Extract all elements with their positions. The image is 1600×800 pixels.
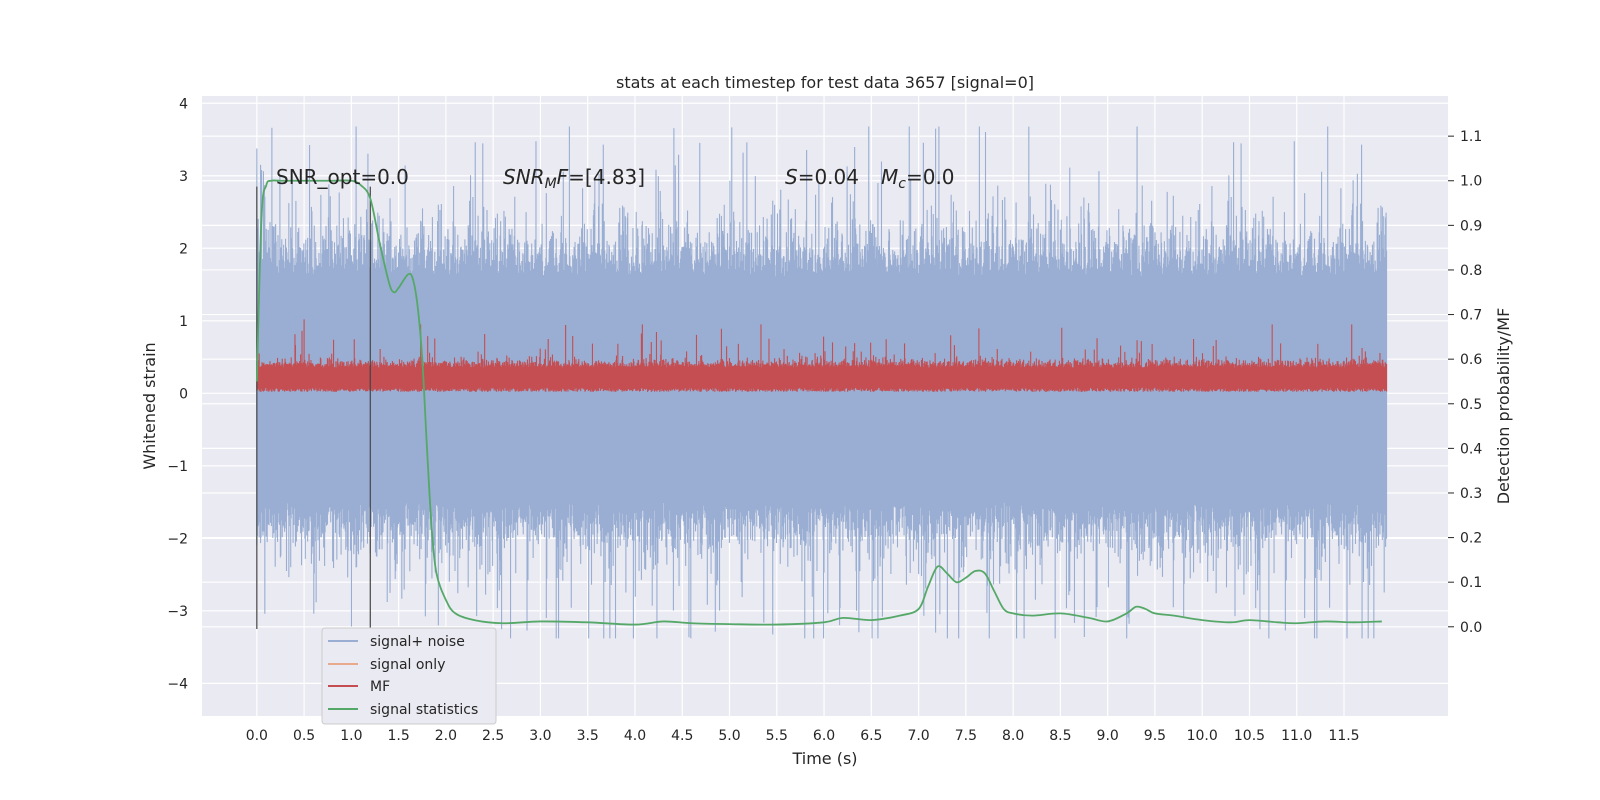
y2-tick-label: 0.7 [1460, 308, 1482, 324]
x-tick-label: 2.0 [435, 728, 457, 744]
x-tick-label: 9.5 [1144, 728, 1166, 744]
y2-tick-label: 0.3 [1460, 486, 1482, 502]
legend-label-signal-only: signal only [370, 657, 445, 673]
x-tick-label: 2.5 [482, 728, 504, 744]
s-value: =0.04 [798, 165, 859, 189]
y-tick-label: 1 [179, 314, 188, 330]
x-tick-label: 1.0 [340, 728, 362, 744]
y2-tick-label: 0.4 [1460, 441, 1482, 457]
x-tick-label: 3.5 [577, 728, 599, 744]
legend-label-signal-noise: signal+ noise [370, 634, 465, 650]
x-tick-label: 7.5 [955, 728, 977, 744]
x-tick-label: 6.0 [813, 728, 835, 744]
chart-title: stats at each timestep for test data 365… [616, 73, 1034, 92]
annotation-snr-opt: SNR_opt=0.0 [276, 165, 409, 189]
x-tick-label: 5.5 [766, 728, 788, 744]
snr-mf-var: SNR [503, 165, 545, 189]
x-tick-label: 0.5 [293, 728, 315, 744]
x-tick-label: 10.0 [1187, 728, 1218, 744]
legend-label-signal-statistics: signal statistics [370, 702, 478, 718]
x-axis-label: Time (s) [791, 749, 857, 768]
y-tick-label: 4 [179, 96, 188, 112]
y2-axis-label: Detection probability/MF [1494, 308, 1513, 505]
x-axis-ticks: 0.0 0.5 1.0 1.5 2.0 2.5 3.0 3.5 4.0 4.5 5.0 5.5 6.0 6… [246, 728, 1360, 744]
y2-tick-label: 0.6 [1460, 352, 1482, 368]
x-tick-label: 4.0 [624, 728, 646, 744]
annotation-snr-mf: SNRMF=[4.83] [503, 165, 645, 192]
mc-var: M [881, 165, 898, 189]
annotation-s: S=0.04 [785, 165, 859, 189]
y2-tick-label: 1.0 [1460, 174, 1482, 190]
y-axis-ticks: 4 3 2 1 0 −1 −2 −3 −4 [167, 96, 188, 692]
x-tick-label: 6.5 [860, 728, 882, 744]
x-tick-label: 10.5 [1234, 728, 1265, 744]
y2-tick-label: 0.1 [1460, 575, 1482, 591]
y-tick-label: −4 [167, 676, 188, 692]
y2-tick-label: 1.1 [1460, 129, 1482, 145]
legend-box [321, 627, 497, 725]
x-tick-label: 1.5 [388, 728, 410, 744]
mc-sub: c [898, 176, 906, 192]
y2-axis-ticks: 1.1 1.0 0.9 0.8 0.7 0.6 0.5 0.4 0.3 0.2 0.1 0.0 [1448, 129, 1482, 636]
y2-tick-label: 0.9 [1460, 218, 1482, 234]
x-tick-label: 0.0 [246, 728, 268, 744]
x-tick-label: 9.0 [1097, 728, 1119, 744]
mc-value: =0.0 [906, 165, 955, 189]
y-tick-label: −2 [167, 531, 188, 547]
snr-mf-value: =[4.83] [568, 165, 645, 189]
y-tick-label: −3 [167, 604, 188, 620]
x-tick-label: 3.0 [529, 728, 551, 744]
y2-tick-label: 0.0 [1460, 620, 1482, 636]
y-tick-label: 2 [179, 241, 188, 257]
y-axis-label: Whitened strain [140, 342, 159, 469]
time-markers [256, 186, 371, 629]
x-tick-label: 4.5 [671, 728, 693, 744]
signal-statistics-line [255, 179, 1382, 626]
x-tick-label: 5.0 [718, 728, 740, 744]
y2-tick-label: 0.8 [1460, 263, 1482, 279]
x-tick-label: 8.0 [1002, 728, 1024, 744]
legend: signal+ noise signal only MF signal stat… [321, 627, 497, 725]
y-tick-label: −1 [167, 459, 188, 475]
x-tick-label: 8.5 [1049, 728, 1071, 744]
x-tick-label: 11.0 [1281, 728, 1312, 744]
legend-label-mf: MF [370, 679, 390, 695]
y-tick-label: 3 [179, 169, 188, 185]
y-tick-label: 0 [179, 386, 188, 402]
snr-mf-sub: M [545, 176, 557, 192]
series-signal-statistics [255, 179, 1382, 626]
x-tick-label: 7.0 [907, 728, 929, 744]
annotation-mc: Mc=0.0 [881, 165, 955, 192]
y2-tick-label: 0.2 [1460, 531, 1482, 547]
y2-tick-label: 0.5 [1460, 397, 1482, 413]
snr-mf-tail: F [557, 165, 569, 189]
x-tick-label: 11.5 [1328, 728, 1359, 744]
s-var: S [785, 165, 798, 189]
